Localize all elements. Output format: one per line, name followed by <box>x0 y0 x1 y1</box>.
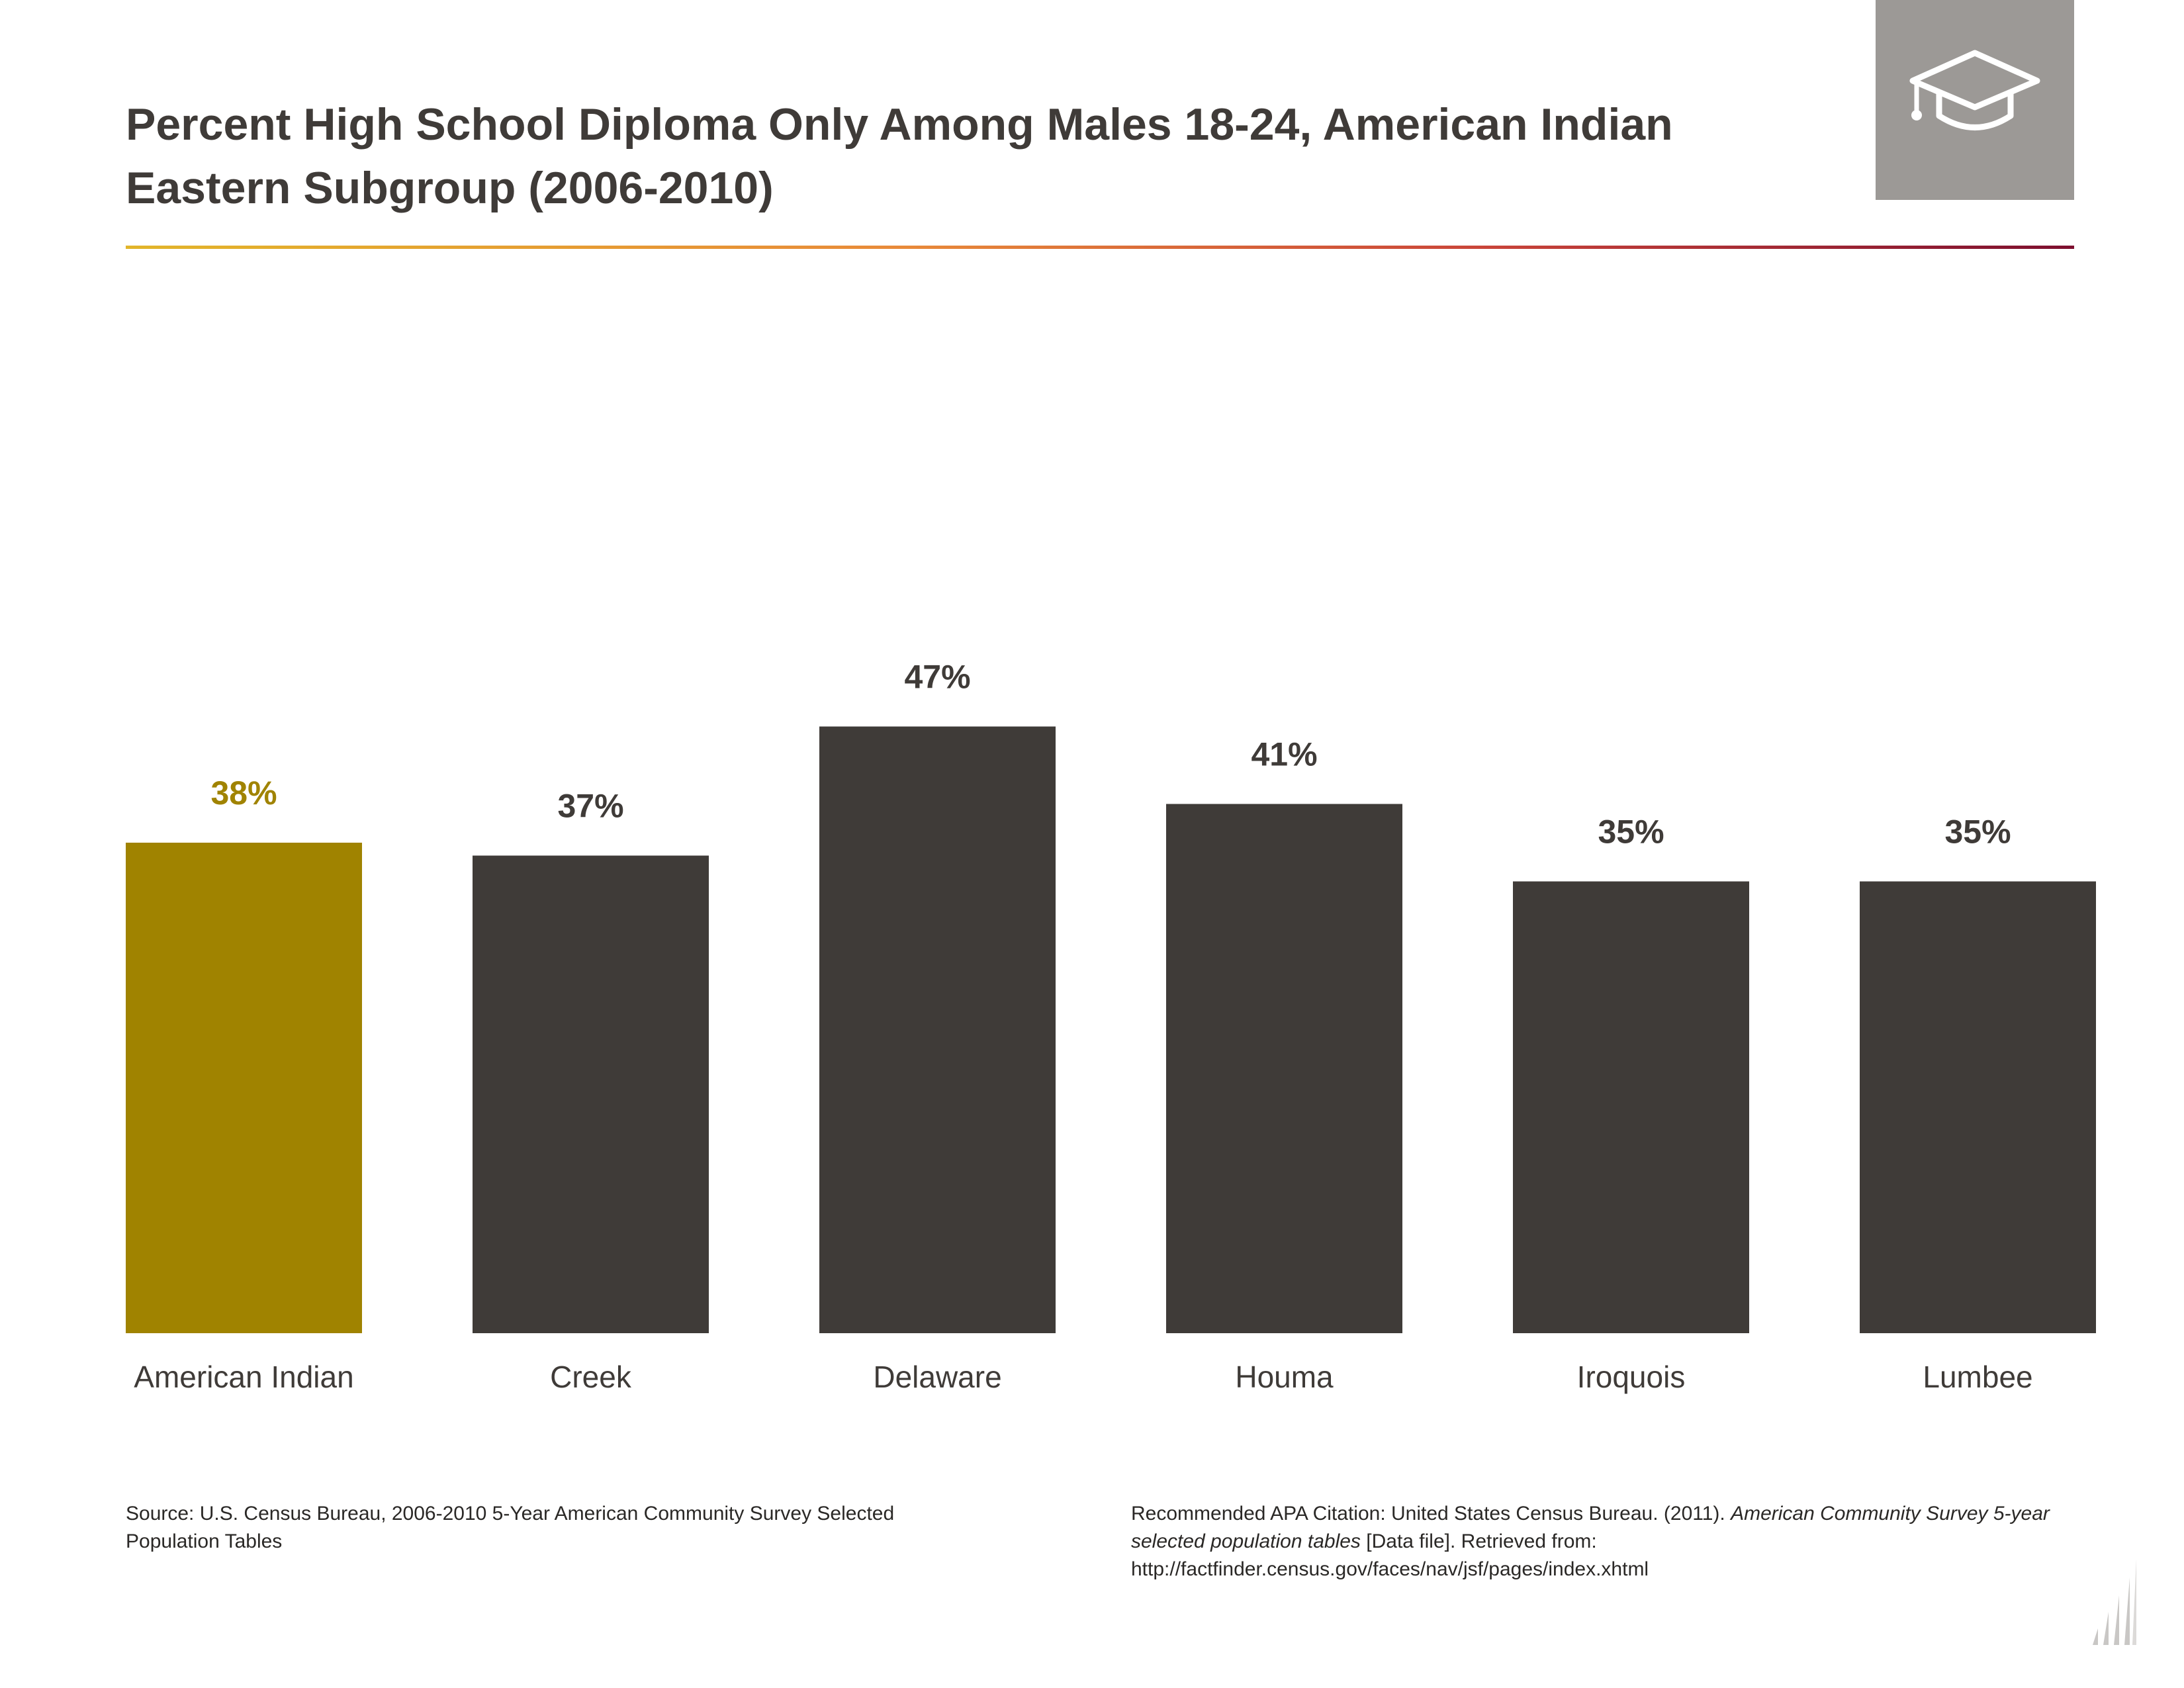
category-label: American Indian <box>134 1360 353 1394</box>
bar-creek <box>473 855 709 1333</box>
title-divider <box>126 246 2074 249</box>
value-label: 38% <box>210 774 277 812</box>
citation-italic: American Community Survey 5-year selecte… <box>1131 1503 2050 1552</box>
category-label: Lumbee <box>1923 1360 2032 1394</box>
title-line-2: Eastern Subgroup (2006-2010) <box>126 163 774 213</box>
category-label: Houma <box>1235 1360 1334 1394</box>
category-label: Iroquois <box>1577 1360 1686 1394</box>
value-label: 47% <box>904 659 970 696</box>
value-label: 35% <box>1944 814 2011 851</box>
bar-iroquois <box>1513 881 1749 1333</box>
chart-title: Percent High School Diploma Only Among M… <box>126 93 1780 220</box>
bar-lumbee <box>1860 881 2096 1333</box>
source-note: Source: U.S. Census Bureau, 2006-2010 5-… <box>126 1503 895 1552</box>
bar-american-indian <box>126 843 362 1333</box>
citation-suffix: [Data file]. Retrieved from: http://fact… <box>1131 1530 1649 1580</box>
value-label: 37% <box>557 788 623 825</box>
category-label: Delaware <box>873 1360 1001 1394</box>
category-label: Creek <box>550 1360 632 1394</box>
value-label: 35% <box>1598 814 1664 851</box>
bars-logo-icon <box>2093 1559 2136 1645</box>
bar-houma <box>1166 804 1402 1333</box>
title-line-1: Percent High School Diploma Only Among M… <box>126 99 1673 150</box>
bar-delaware <box>819 726 1056 1333</box>
bar-chart: 38% American Indian 37% Creek 47% Delaware 41%… <box>126 659 2096 1394</box>
icon-box <box>1876 0 2074 200</box>
value-label: 41% <box>1251 736 1317 773</box>
citation-prefix: Recommended APA Citation: United States … <box>1131 1503 1731 1524</box>
citation-note: Recommended APA Citation: United States … <box>1131 1500 2071 1583</box>
graduation-cap-icon <box>1909 50 2040 130</box>
